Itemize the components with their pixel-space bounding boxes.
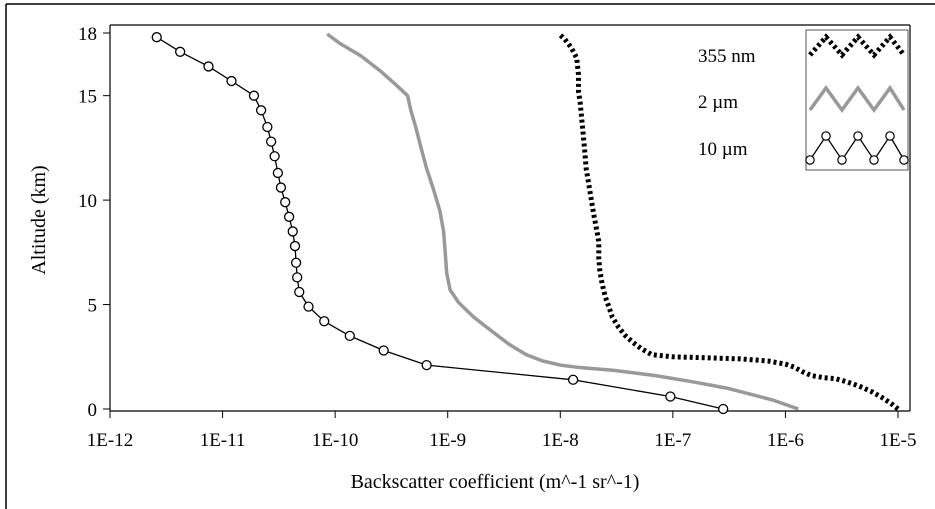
x-tick-label-2: 1E-10	[312, 430, 358, 451]
figure-frame	[5, 3, 935, 509]
series-10um-point-23	[203, 61, 214, 72]
series-10um-point-12	[287, 226, 298, 237]
legend-swatch-355nm	[808, 33, 906, 59]
y-tick-label-0: 0	[88, 400, 98, 421]
series-10um-point-13	[283, 211, 295, 222]
legend-swatch-10um-marker-1	[821, 131, 831, 141]
series-10um-point-25	[151, 32, 162, 43]
x-tick-label-7: 1E-5	[880, 430, 917, 451]
series-line-2	[156, 36, 724, 410]
series-layer	[151, 32, 900, 415]
legend-label-355nm: 355 nm	[698, 46, 756, 67]
series-10um-point-10	[290, 257, 302, 268]
legend-swatch-10um-marker-4	[869, 155, 879, 165]
x-tick-label-4: 1E-8	[542, 430, 579, 451]
legend-swatch-10um-marker-0	[805, 155, 815, 165]
legend-swatch-10um-marker-5	[885, 131, 895, 141]
x-tick-label-0: 1E-12	[87, 430, 133, 451]
legend-swatch-box	[805, 29, 909, 171]
series-10um-point-22	[226, 75, 237, 87]
series-10um-point-6	[319, 316, 330, 327]
y-tick-label-1: 5	[88, 296, 98, 317]
series-10um-point-0	[718, 403, 729, 415]
legend-swatch-10um-marker-6	[899, 155, 909, 165]
legend-label-10um: 10 µm	[698, 139, 748, 160]
series-10um-point-2	[567, 374, 579, 385]
series-10um-point-20	[255, 105, 267, 116]
series-10um-point-1	[665, 391, 676, 402]
legend-swatch-10um-marker-3	[853, 131, 863, 141]
series-10um-point-4	[378, 345, 389, 356]
y-tick-label-4: 18	[78, 24, 97, 45]
legend-swatch-10um-marker-2	[837, 155, 847, 165]
x-tick-label-6: 1E-6	[767, 430, 804, 451]
series-10um-point-19	[262, 121, 273, 133]
series-10um-point-14	[280, 197, 291, 208]
series-10um-point-16	[272, 167, 284, 179]
x-axis-title: Backscatter coefficient (m^-1 sr^-1)	[351, 471, 640, 493]
series-line-0	[558, 33, 900, 411]
x-tick-label-5: 1E-7	[654, 430, 691, 451]
y-tick-label-3: 15	[78, 87, 97, 108]
series-10um-point-9	[292, 272, 303, 283]
series-line-1	[326, 32, 799, 411]
series-10um-point-17	[269, 151, 280, 162]
x-tick-label-3: 1E-9	[429, 430, 466, 451]
series-10um-point-18	[265, 136, 277, 147]
x-tick-label-1: 1E-11	[200, 430, 246, 451]
series-10um-point-15	[275, 182, 287, 193]
series-10um-point-8	[294, 286, 305, 298]
series-10um-point-11	[289, 240, 301, 252]
series-10um-point-3	[421, 359, 432, 371]
legend-swatch-2um	[808, 84, 906, 113]
y-axis-title: Altitude (km)	[28, 165, 50, 274]
series-10um-point-24	[175, 46, 186, 57]
series-10um-point-5	[344, 330, 355, 342]
series-10um-point-21	[248, 90, 260, 101]
x-axis-ticks: 1E-12 1E-11 1E-10 1E-9 1E-8 1E-7 1E-6 1E-5	[87, 411, 917, 451]
y-axis-ticks: 0 5 10 15 18	[78, 24, 110, 421]
y-tick-label-2: 10	[78, 191, 97, 212]
legend-label-2um: 2 µm	[698, 92, 738, 113]
legend: 355 nm 2 µm 10 µm	[698, 29, 909, 171]
plot-area	[109, 24, 911, 412]
series-10um-point-7	[303, 301, 314, 312]
